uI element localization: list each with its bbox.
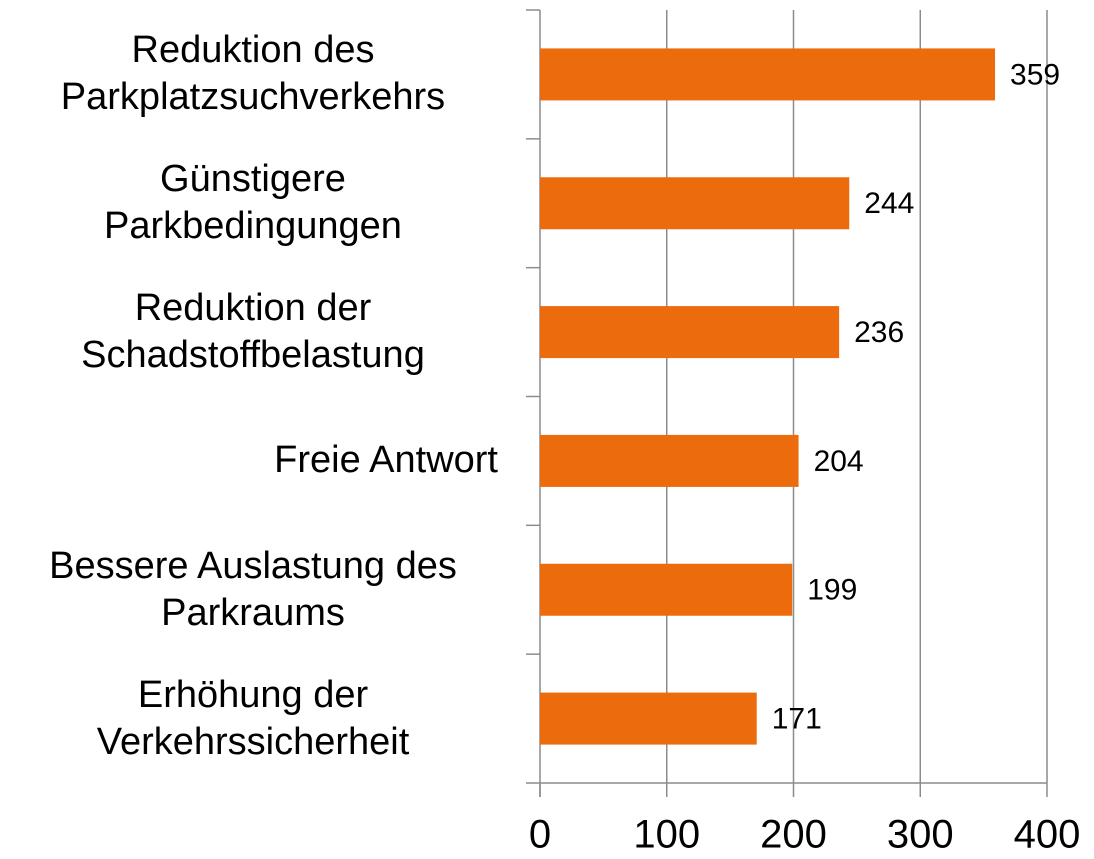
x-tick-label: 100 xyxy=(633,813,700,857)
category-row: Erhöhung der Verkehrssicherheit xyxy=(0,654,498,783)
bar xyxy=(540,177,850,230)
x-tick-label: 300 xyxy=(887,813,954,857)
y-tick-label: Reduktion der Schadstoffbelastung xyxy=(81,287,425,377)
bar xyxy=(540,692,757,745)
x-tick-label: 0 xyxy=(529,813,551,857)
bar xyxy=(540,48,996,101)
value-label: 359 xyxy=(1010,58,1060,91)
category-row: Reduktion der Schadstoffbelastung xyxy=(0,268,498,397)
bar xyxy=(540,563,793,616)
value-label: 236 xyxy=(854,316,904,349)
y-tick-label: Bessere Auslastung des Parkraums xyxy=(49,544,457,634)
value-label: 171 xyxy=(772,703,822,736)
value-label: 204 xyxy=(814,445,864,478)
category-row: Günstigere Parkbedingungen xyxy=(0,139,498,268)
y-tick-label: Reduktion des Parkplatzsuchverkehrs xyxy=(60,29,446,119)
category-row: Reduktion des Parkplatzsuchverkehrs xyxy=(0,10,498,139)
category-row: Freie Antwort xyxy=(0,397,498,526)
value-label: 199 xyxy=(807,574,857,607)
x-tick-label: 200 xyxy=(760,813,827,857)
bar xyxy=(540,434,799,487)
x-tick-label: 400 xyxy=(1014,813,1081,857)
category-row: Bessere Auslastung des Parkraums xyxy=(0,525,498,654)
bar xyxy=(540,306,840,359)
y-tick-label: Günstigere Parkbedingungen xyxy=(104,158,402,248)
value-label: 244 xyxy=(864,187,914,220)
y-tick-label: Freie Antwort xyxy=(274,439,498,482)
y-tick-label: Erhöhung der Verkehrssicherheit xyxy=(96,673,410,763)
